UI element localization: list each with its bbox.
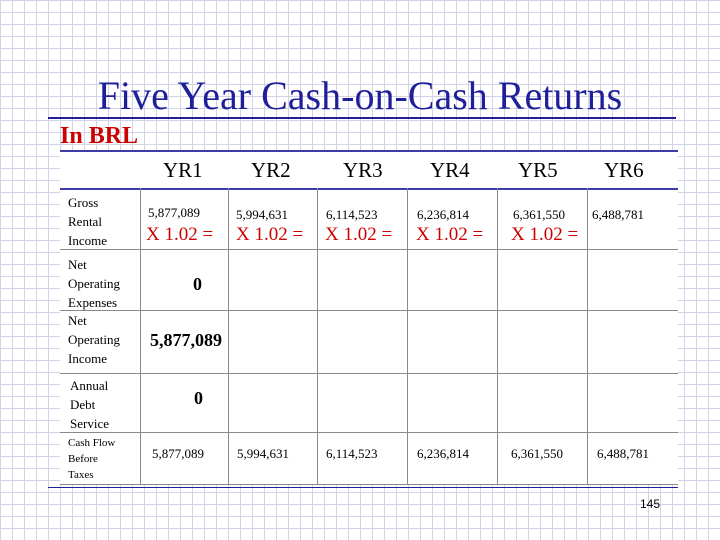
header-yr5: YR5 [518,158,558,182]
grid-hline [60,310,678,311]
title-underline [48,117,676,119]
row-label-gross-rental-income: Gross Rental Income [68,195,107,248]
cash-flow-yr4: 6,236,814 [417,446,469,461]
grid-hline [60,373,678,374]
grid-vline [407,188,408,485]
slide-title: Five Year Cash-on-Cash Returns [97,73,623,118]
cash-flow-yr6: 6,488,781 [597,446,649,461]
net-operating-income-yr1: 5,877,089 [150,330,222,350]
row-label-net-operating-expenses: Net Operating Expenses [68,257,120,310]
row-label-annual-debt-service: Annual Debt Service [70,378,109,431]
cash-flow-yr5: 6,361,550 [511,446,563,461]
row-label-cash-flow-before-taxes: Cash Flow Before Taxes [68,437,116,481]
gross-income-yr4: 6,236,814 [417,207,469,222]
cash-flow-table: YR1 YR2 YR3 YR4 YR5 YR6 Gross Rental Inc… [60,150,678,485]
header-yr2: YR2 [251,158,291,182]
growth-multiplier-yr3: X 1.02 = [325,224,393,245]
grid-vline [497,188,498,485]
annual-debt-service-yr1: 0 [194,388,203,408]
growth-multiplier-yr1: X 1.02 = [146,224,214,245]
growth-multiplier-yr2: X 1.02 = [236,224,304,245]
header-yr6: YR6 [604,158,644,182]
grid-hline [60,432,678,433]
growth-multiplier-yr4: X 1.02 = [416,224,484,245]
gross-income-yr1: 5,877,089 [148,205,200,220]
cash-flow-yr3: 6,114,523 [326,446,378,461]
cash-flow-yr1: 5,877,089 [152,446,204,461]
slide-subtitle: In BRL [60,123,139,149]
header-yr4: YR4 [430,158,470,182]
grid-hline [60,484,678,485]
growth-multiplier-yr5: X 1.02 = [511,224,579,245]
net-operating-expenses-yr1: 0 [193,274,202,294]
gross-income-yr6: 6,488,781 [592,207,644,222]
grid-vline [228,188,229,485]
grid-vline [587,188,588,485]
gross-income-yr2: 5,994,631 [236,207,288,222]
header-yr3: YR3 [343,158,383,182]
grid-hline [60,249,678,250]
table-header-row: YR1 YR2 YR3 YR4 YR5 YR6 [60,150,678,190]
header-yr1: YR1 [163,158,203,182]
table-bottom-rule [48,487,678,488]
gross-income-yr3: 6,114,523 [326,207,378,222]
cash-flow-yr2: 5,994,631 [237,446,289,461]
grid-vline [317,188,318,485]
page-number: 145 [640,497,661,511]
gross-income-yr5: 6,361,550 [513,207,565,222]
grid-vline [140,188,141,485]
row-label-net-operating-income: Net Operating Income [68,313,120,366]
